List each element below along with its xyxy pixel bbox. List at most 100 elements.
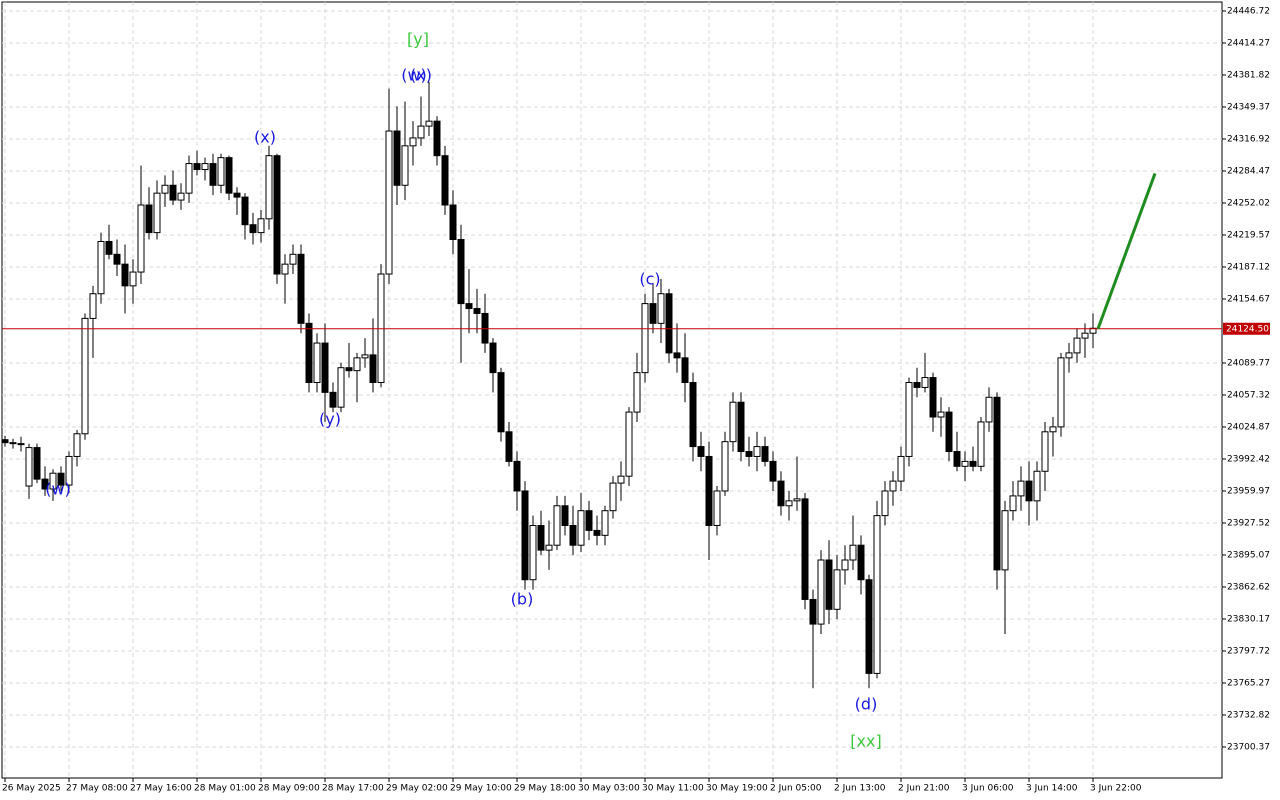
candle-body	[1017, 480, 1025, 497]
candle-body	[81, 317, 89, 435]
candle-body	[793, 498, 801, 502]
candle-body	[777, 480, 785, 507]
y-tick-label: 24252.02	[1227, 199, 1270, 209]
candle-body	[961, 460, 969, 467]
candle-body	[881, 490, 889, 517]
candle-body	[953, 451, 961, 467]
candle-body	[817, 559, 825, 625]
x-tick-label: 2 Jun 05:00	[770, 784, 822, 794]
candle-body	[89, 293, 97, 319]
candle-body	[105, 240, 113, 255]
candle-body	[977, 421, 985, 467]
candle-body	[801, 498, 809, 600]
candle-body	[1057, 357, 1065, 428]
candle-body	[57, 472, 65, 486]
candle-body	[705, 455, 713, 526]
y-tick-label: 23732.82	[1227, 710, 1270, 720]
wave-label: (w)	[401, 66, 427, 85]
x-tick-label: 28 May 09:00	[258, 784, 320, 794]
x-tick-label: 30 May 03:00	[578, 784, 640, 794]
candle-body	[129, 271, 137, 287]
candle-body	[393, 130, 401, 186]
candle-body	[681, 357, 689, 383]
candle-body	[233, 192, 241, 198]
x-tick-label: 29 May 02:00	[386, 784, 448, 794]
y-tick-label: 24057.32	[1227, 390, 1270, 400]
candle-body	[889, 480, 897, 492]
x-tick-label: 29 May 18:00	[514, 784, 576, 794]
wave-label: (d)	[855, 695, 878, 714]
candle-body	[257, 218, 265, 234]
candle-body	[857, 544, 865, 581]
candle-body	[825, 559, 833, 610]
x-tick-label: 30 May 11:00	[642, 784, 704, 794]
candle-body	[625, 411, 633, 477]
x-tick-label: 3 Jun 14:00	[1026, 784, 1078, 794]
y-tick-label: 24154.67	[1227, 295, 1270, 305]
candle-body	[313, 342, 321, 383]
candle-body	[761, 446, 769, 462]
candle-body	[649, 303, 657, 324]
candle-body	[201, 163, 209, 170]
x-tick-label: 3 Jun 22:00	[1090, 784, 1142, 794]
candle-body	[593, 529, 601, 536]
candle-body	[833, 569, 841, 610]
x-tick-label: 28 May 01:00	[194, 784, 256, 794]
candle-body	[985, 396, 993, 423]
candle-body	[241, 196, 249, 226]
x-tick-label: 27 May 08:00	[66, 784, 128, 794]
candle-body	[577, 510, 585, 546]
candle-body	[841, 559, 849, 571]
candle-body	[281, 263, 289, 275]
candle-body	[1041, 431, 1049, 472]
candle-body	[145, 204, 153, 234]
candle-body	[913, 381, 921, 388]
y-tick-label: 23700.37	[1227, 742, 1270, 752]
candle-body	[465, 303, 473, 310]
candle-body	[361, 354, 369, 359]
candle-body	[185, 163, 193, 194]
candle-body	[993, 396, 1001, 571]
candle-body	[297, 253, 305, 324]
current-price-label: 24124.50	[1226, 324, 1269, 334]
y-tick-label: 24024.87	[1227, 422, 1270, 432]
y-tick-label: 24446.72	[1227, 7, 1270, 17]
candle-body	[745, 451, 753, 457]
x-tick-label: 27 May 16:00	[130, 784, 192, 794]
y-tick-label: 24187.12	[1227, 263, 1270, 273]
current-price-box	[1223, 322, 1270, 335]
candle-body	[633, 372, 641, 413]
y-tick-label: 23862.62	[1227, 582, 1270, 592]
candle-body	[905, 381, 913, 457]
candle-body	[929, 377, 937, 418]
candle-body	[425, 120, 433, 127]
candle-body	[113, 253, 121, 265]
candle-body	[329, 391, 337, 408]
candle-body	[65, 455, 73, 486]
candle-body	[497, 372, 505, 433]
candle-body	[585, 510, 593, 531]
candle-body	[529, 524, 537, 581]
candle-body	[25, 447, 33, 487]
candle-body	[401, 145, 409, 186]
candle-body	[657, 293, 665, 324]
y-tick-label: 23765.27	[1227, 678, 1270, 688]
candle-body	[617, 475, 625, 484]
wave-label: (y)	[319, 410, 341, 429]
candle-body	[225, 157, 233, 194]
candle-body	[641, 303, 649, 374]
candle-body	[249, 224, 257, 234]
y-tick-label: 24349.37	[1227, 103, 1270, 113]
candle-body	[609, 482, 617, 512]
candle-body	[321, 342, 329, 393]
candle-body	[545, 544, 553, 551]
candle-body	[17, 443, 25, 446]
x-tick-label: 29 May 10:00	[450, 784, 512, 794]
candle-body	[217, 157, 225, 186]
forecast-line	[1096, 172, 1157, 330]
x-tick-label: 26 May 2025	[2, 784, 61, 794]
candle-body	[1025, 480, 1033, 502]
candle-body	[521, 490, 529, 581]
candle-body	[513, 460, 521, 492]
